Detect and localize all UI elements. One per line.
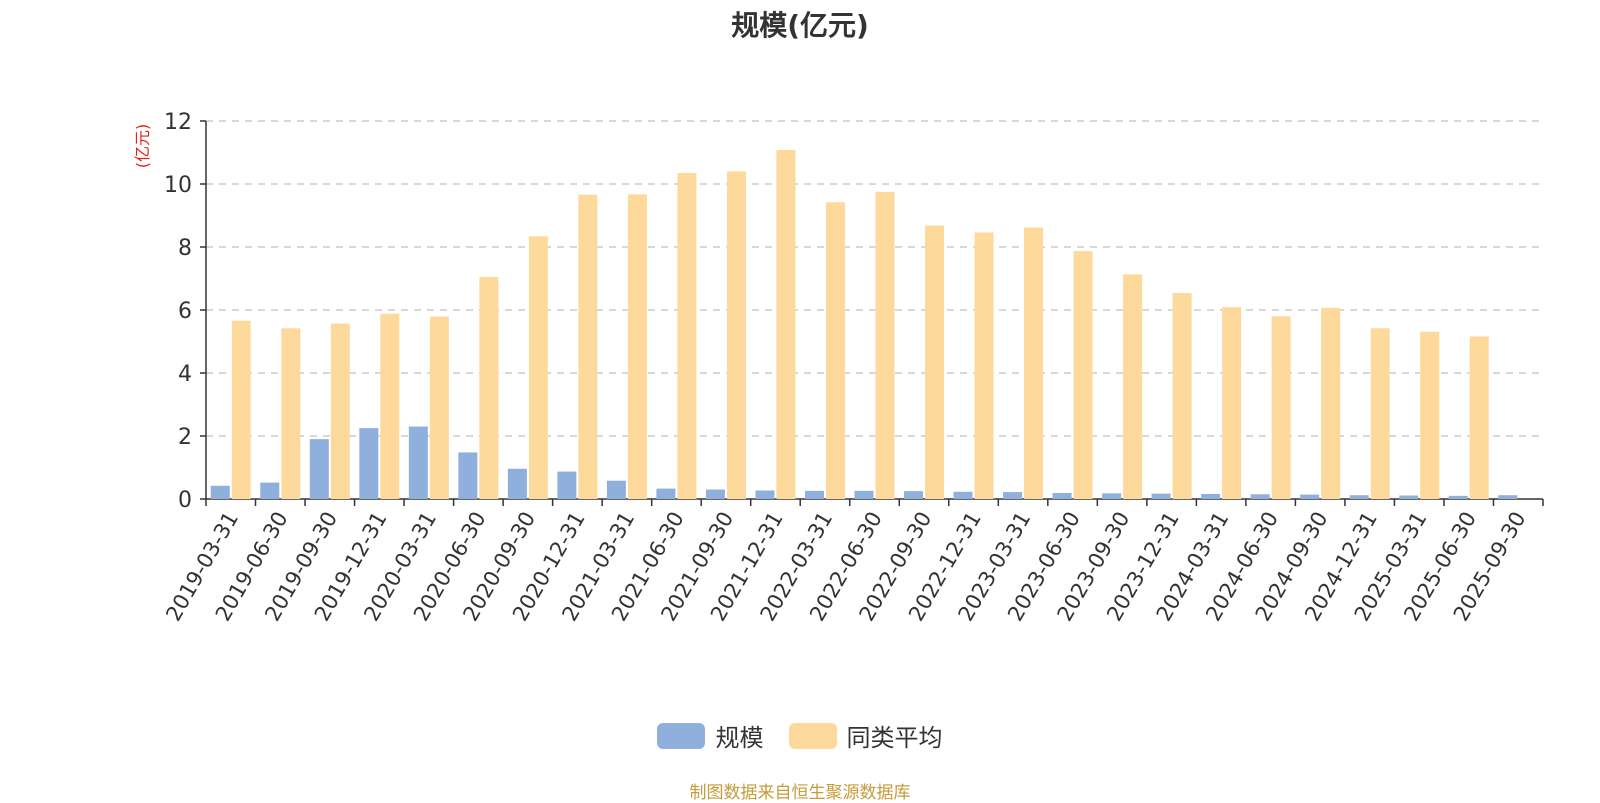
bar-peer-average[interactable] [1172, 292, 1192, 499]
bar-scale[interactable] [904, 491, 924, 499]
bar-scale[interactable] [1151, 493, 1171, 499]
bar-scale[interactable] [1201, 493, 1221, 499]
bar-scale[interactable] [359, 428, 379, 499]
bar-scale[interactable] [854, 490, 874, 499]
legend: 规模 同类平均 [0, 718, 1600, 753]
bar-scale[interactable] [1498, 495, 1518, 499]
bar-peer-average[interactable] [776, 149, 796, 500]
bar-peer-average[interactable] [1370, 328, 1390, 499]
bars [210, 149, 1518, 500]
legend-label-scale: 规模 [715, 724, 764, 752]
legend-item-scale[interactable]: 规模 [657, 718, 763, 753]
y-tick-label: 0 [178, 488, 192, 513]
bar-peer-average[interactable] [330, 323, 350, 499]
y-tick-label: 8 [178, 236, 192, 261]
bar-peer-average[interactable] [231, 320, 251, 499]
bar-scale[interactable] [1300, 494, 1320, 499]
bar-peer-average[interactable] [1420, 331, 1440, 499]
bar-scale[interactable] [755, 490, 775, 499]
source-note: 制图数据来自恒生聚源数据库 [689, 783, 911, 803]
bar-scale[interactable] [1250, 494, 1270, 499]
bar-scale[interactable] [1102, 493, 1122, 499]
bar-peer-average[interactable] [429, 316, 449, 499]
bar-scale[interactable] [606, 480, 626, 499]
bar-peer-average[interactable] [875, 191, 895, 499]
bar-peer-average[interactable] [1123, 274, 1143, 499]
bar-scale[interactable] [557, 471, 577, 499]
bar-peer-average[interactable] [925, 225, 945, 499]
bar-peer-average[interactable] [380, 313, 400, 499]
bar-scale[interactable] [1349, 495, 1369, 499]
bar-peer-average[interactable] [677, 172, 697, 499]
bar-scale[interactable] [458, 452, 478, 499]
bar-scale[interactable] [705, 489, 725, 499]
y-tick-label: 10 [164, 173, 192, 198]
legend-label-peer-average: 同类平均 [846, 724, 943, 752]
bar-peer-average[interactable] [578, 194, 598, 499]
bar-scale[interactable] [1052, 493, 1072, 499]
bar-scale[interactable] [309, 439, 329, 499]
bar-peer-average[interactable] [1073, 251, 1093, 499]
legend-swatch-scale [657, 722, 706, 749]
bar-scale[interactable] [804, 490, 824, 499]
bar-peer-average[interactable] [528, 236, 548, 500]
bar-scale[interactable] [1003, 492, 1023, 499]
bar-scale[interactable] [210, 485, 230, 499]
legend-item-peer-average[interactable]: 同类平均 [788, 718, 943, 753]
bar-scale[interactable] [507, 468, 527, 499]
legend-swatch-peer-average [788, 722, 837, 749]
bar-peer-average[interactable] [1271, 316, 1291, 499]
bar-peer-average[interactable] [825, 202, 845, 499]
bar-scale[interactable] [1448, 495, 1468, 499]
bar-scale[interactable] [953, 491, 973, 499]
bar-scale[interactable] [260, 482, 280, 499]
bar-peer-average[interactable] [1469, 336, 1489, 499]
bar-peer-average[interactable] [1321, 307, 1341, 499]
bar-peer-average[interactable] [1024, 227, 1044, 499]
y-tick-label: 12 [164, 110, 192, 135]
bar-scale[interactable] [656, 488, 676, 499]
y-axis-label: (亿元) [133, 124, 152, 169]
bar-peer-average[interactable] [974, 232, 994, 499]
bar-peer-average[interactable] [627, 194, 647, 499]
y-tick-label: 2 [178, 425, 192, 450]
y-tick-label: 6 [178, 299, 192, 324]
bar-peer-average[interactable] [726, 171, 746, 499]
bar-peer-average[interactable] [281, 328, 301, 499]
bar-peer-average[interactable] [1222, 307, 1242, 499]
grid-lines [206, 120, 1543, 437]
bar-peer-average[interactable] [479, 276, 499, 499]
chart-title: 规模(亿元) [731, 9, 869, 42]
axes [200, 120, 1544, 506]
bar-scale[interactable] [408, 426, 428, 499]
y-tick-label: 4 [178, 362, 192, 387]
bar-scale[interactable] [1399, 495, 1419, 499]
